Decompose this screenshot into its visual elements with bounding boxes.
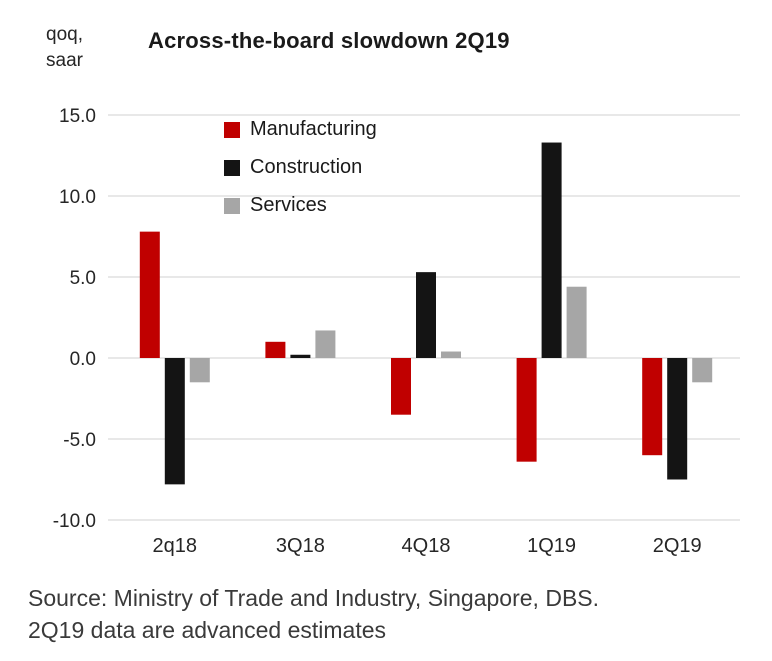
- legend-swatch-construction: [224, 159, 240, 176]
- y-axis-unit-label: qoq, saar: [46, 24, 83, 71]
- bar-services-3q18: [315, 330, 336, 358]
- legend-label-services: Services: [250, 194, 327, 216]
- bar-services-2q18: [189, 358, 210, 383]
- bar-construction-2q18: [164, 358, 185, 485]
- y-tick-label: 15.0: [59, 106, 96, 127]
- legend-swatch-services: [224, 197, 240, 214]
- x-tick-label: 3Q18: [276, 535, 325, 557]
- bar-manufacturing-2q19: [642, 358, 663, 456]
- bar-services-1q19: [566, 286, 587, 358]
- source-note-line2: 2Q19 data are advanced estimates: [28, 617, 387, 643]
- source-note: Source: Ministry of Trade and Industry, …: [28, 582, 599, 646]
- bar-manufacturing-4q18: [391, 358, 411, 415]
- bar-services-4q18: [441, 351, 461, 358]
- bar-manufacturing-2q18: [139, 231, 160, 358]
- chart-legend: Manufacturing Construction Services: [224, 118, 377, 217]
- bar-chart-plot-area: 15.0 10.0 5.0 0.0 -5.0 -10.0 2q18 3Q18 4Q18 1Q19 2…: [53, 106, 740, 557]
- x-tick-label: 4Q18: [402, 535, 451, 557]
- bar-manufacturing-3q18: [265, 341, 286, 358]
- legend-item-construction: Construction: [224, 156, 377, 179]
- bar-construction-3q18: [290, 354, 311, 358]
- chart-title: Across-the-board slowdown 2Q19: [148, 28, 510, 53]
- bar-services-2q19: [692, 358, 713, 383]
- legend-label-construction: Construction: [250, 156, 363, 178]
- bar-manufacturing-1q19: [516, 358, 537, 462]
- y-tick-label: 0.0: [70, 349, 96, 370]
- legend-item-services: Services: [224, 194, 377, 217]
- bar-construction-4q18: [416, 272, 436, 358]
- x-tick-label: 2q18: [153, 535, 198, 557]
- x-tick-label: 2Q19: [653, 535, 702, 557]
- legend-swatch-manufacturing: [224, 121, 240, 138]
- y-tick-label: -10.0: [53, 511, 96, 532]
- legend-item-manufacturing: Manufacturing: [224, 118, 377, 141]
- x-tick-label: 1Q19: [527, 535, 576, 557]
- bar-construction-2q19: [667, 358, 688, 480]
- source-note-line1: Source: Ministry of Trade and Industry, …: [28, 585, 600, 611]
- y-tick-label: 5.0: [70, 268, 96, 289]
- y-tick-label: 10.0: [59, 187, 96, 208]
- y-tick-label: -5.0: [63, 430, 96, 451]
- bar-construction-1q19: [541, 142, 562, 358]
- legend-label-manufacturing: Manufacturing: [250, 118, 377, 140]
